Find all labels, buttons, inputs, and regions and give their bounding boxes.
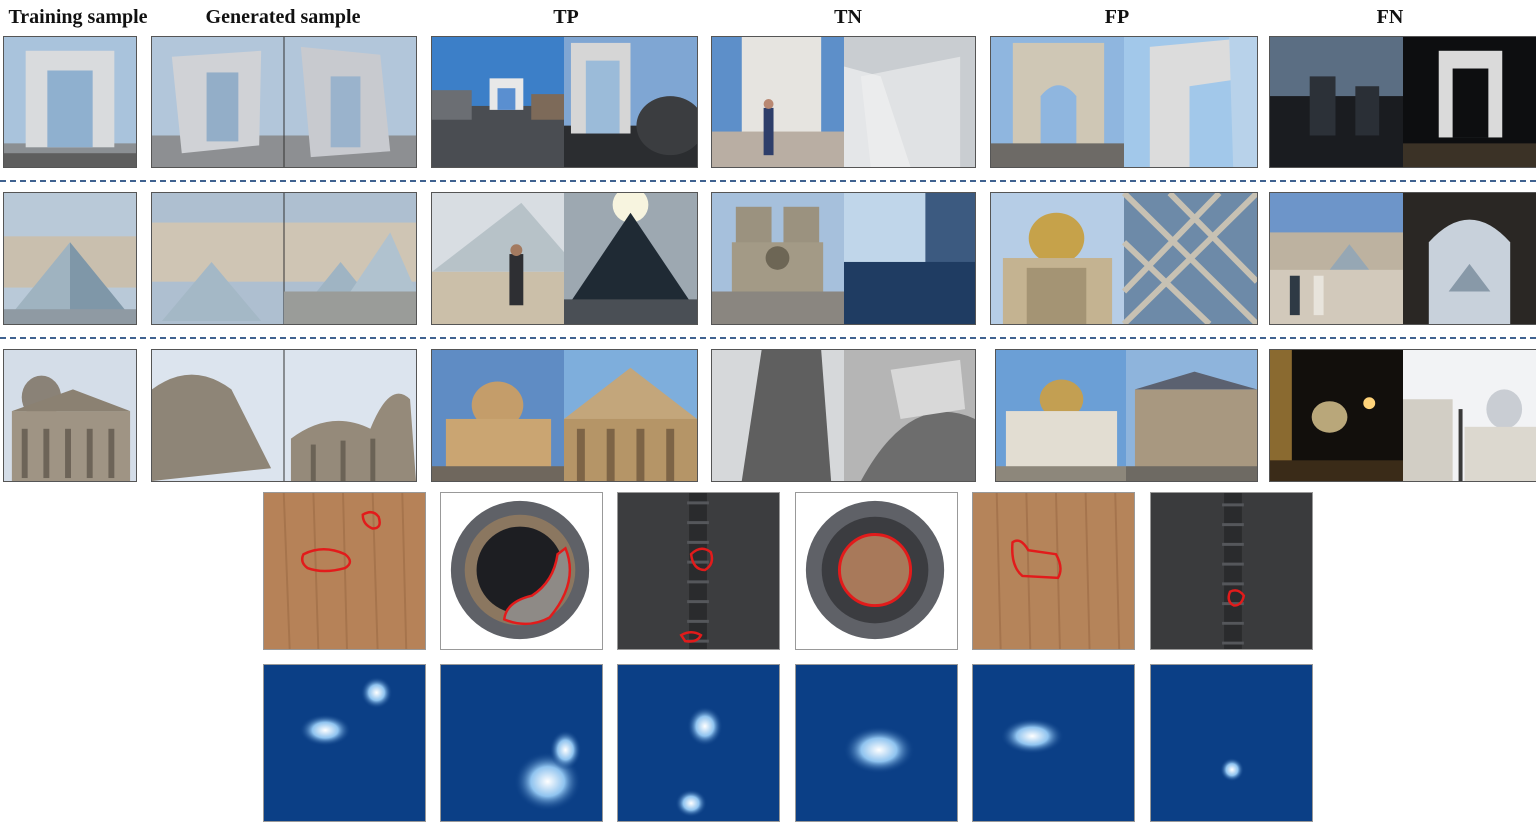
anomaly-heatmap (795, 664, 958, 822)
fp-image-pair (995, 349, 1258, 482)
fn-image-pair (1269, 36, 1536, 168)
training-sample-image (3, 36, 137, 168)
tn-image-pair (711, 192, 976, 325)
anomaly-heatmap (263, 664, 426, 822)
anomaly-heatmap (1150, 664, 1313, 822)
anomaly-heatmap (617, 664, 780, 822)
defect-sample-metal-nut (440, 492, 603, 650)
tp-image-pair (431, 36, 698, 168)
fp-image-pair (990, 192, 1258, 325)
header-fn: FN (1376, 6, 1404, 28)
defect-sample-zipper (1150, 492, 1313, 650)
defect-sample-zipper (617, 492, 780, 650)
anomaly-heatmap (972, 664, 1135, 822)
header-tn: TN (834, 6, 862, 28)
row-separator (0, 337, 1536, 339)
generated-sample-image (151, 36, 417, 168)
anomaly-heatmap (440, 664, 603, 822)
defect-sample-wood (263, 492, 426, 650)
header-fp: FP (1104, 6, 1130, 28)
generated-sample-image (151, 192, 417, 325)
tp-image-pair (431, 192, 698, 325)
tn-image-pair (711, 36, 976, 168)
header-tp: TP (553, 6, 579, 28)
row-separator (0, 180, 1536, 182)
generated-sample-image (151, 349, 417, 482)
fn-image-pair (1269, 192, 1536, 325)
header-training-sample: Training sample (8, 6, 148, 28)
tn-image-pair (711, 349, 976, 482)
fn-image-pair (1269, 349, 1536, 482)
tp-image-pair (431, 349, 698, 482)
defect-sample-wood (972, 492, 1135, 650)
fp-image-pair (990, 36, 1258, 168)
training-sample-image (3, 349, 137, 482)
training-sample-image (3, 192, 137, 325)
defect-sample-metal-nut (795, 492, 958, 650)
header-generated-sample: Generated sample (205, 6, 361, 28)
